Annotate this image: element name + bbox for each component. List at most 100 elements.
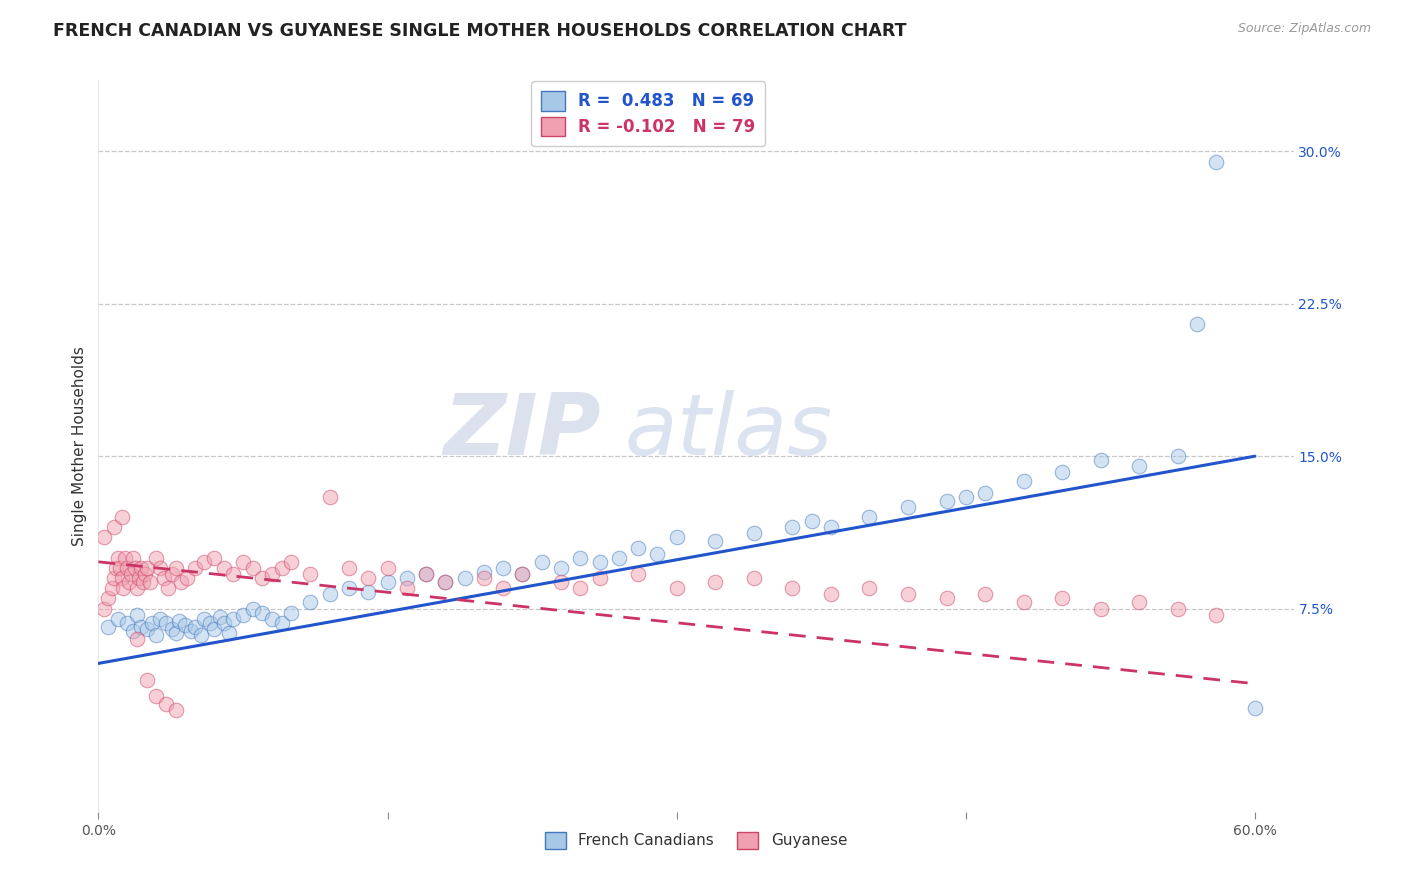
Point bbox=[742, 571, 765, 585]
Point bbox=[280, 555, 302, 569]
Point bbox=[117, 615, 139, 630]
Point bbox=[149, 612, 172, 626]
Point bbox=[415, 567, 437, 582]
Point bbox=[1205, 154, 1227, 169]
Point bbox=[1167, 601, 1189, 615]
Point bbox=[512, 567, 534, 582]
Point bbox=[125, 632, 148, 646]
Point bbox=[492, 561, 515, 575]
Point bbox=[395, 571, 418, 585]
Point bbox=[208, 609, 231, 624]
Point bbox=[184, 620, 207, 634]
Point bbox=[139, 575, 162, 590]
Text: ZIP: ZIP bbox=[443, 390, 600, 473]
Point bbox=[434, 575, 457, 590]
Point bbox=[112, 581, 135, 595]
Point bbox=[530, 555, 553, 569]
Point bbox=[252, 606, 274, 620]
Point bbox=[569, 581, 592, 595]
Point bbox=[820, 587, 842, 601]
Point bbox=[114, 550, 136, 565]
Point bbox=[242, 601, 264, 615]
Point bbox=[202, 622, 225, 636]
Point bbox=[550, 561, 572, 575]
Point bbox=[128, 571, 150, 585]
Point bbox=[434, 575, 457, 590]
Point bbox=[135, 673, 157, 687]
Point bbox=[395, 581, 418, 595]
Point bbox=[155, 697, 177, 711]
Point bbox=[299, 567, 322, 582]
Point bbox=[627, 541, 650, 555]
Point bbox=[742, 526, 765, 541]
Point bbox=[1205, 607, 1227, 622]
Point bbox=[153, 571, 176, 585]
Point bbox=[1128, 595, 1150, 609]
Legend: French Canadians, Guyanese: French Canadians, Guyanese bbox=[538, 825, 853, 855]
Point bbox=[588, 571, 610, 585]
Point bbox=[200, 615, 222, 630]
Point bbox=[135, 561, 157, 575]
Point bbox=[160, 567, 183, 582]
Point bbox=[357, 585, 380, 599]
Point bbox=[165, 626, 187, 640]
Point bbox=[174, 617, 197, 632]
Point bbox=[122, 624, 145, 638]
Point bbox=[156, 581, 179, 595]
Point bbox=[1012, 595, 1035, 609]
Text: atlas: atlas bbox=[624, 390, 832, 473]
Point bbox=[782, 581, 804, 595]
Point bbox=[569, 550, 592, 565]
Point bbox=[222, 612, 245, 626]
Point bbox=[337, 561, 360, 575]
Point bbox=[299, 595, 322, 609]
Point bbox=[607, 550, 630, 565]
Point bbox=[588, 555, 610, 569]
Point bbox=[170, 575, 193, 590]
Text: FRENCH CANADIAN VS GUYANESE SINGLE MOTHER HOUSEHOLDS CORRELATION CHART: FRENCH CANADIAN VS GUYANESE SINGLE MOTHE… bbox=[53, 22, 907, 40]
Point bbox=[232, 555, 254, 569]
Point bbox=[270, 615, 292, 630]
Point bbox=[820, 520, 842, 534]
Point bbox=[260, 567, 283, 582]
Point bbox=[184, 561, 207, 575]
Point bbox=[165, 703, 187, 717]
Point bbox=[1090, 453, 1112, 467]
Point bbox=[160, 622, 183, 636]
Point bbox=[134, 567, 156, 582]
Point bbox=[110, 571, 132, 585]
Point bbox=[103, 520, 125, 534]
Point bbox=[145, 628, 167, 642]
Point bbox=[1012, 474, 1035, 488]
Point bbox=[107, 612, 129, 626]
Point bbox=[145, 550, 167, 565]
Point bbox=[97, 620, 120, 634]
Point bbox=[212, 561, 235, 575]
Point bbox=[665, 530, 688, 544]
Point bbox=[800, 514, 823, 528]
Point bbox=[108, 561, 131, 575]
Point bbox=[124, 561, 146, 575]
Point bbox=[472, 565, 495, 579]
Point bbox=[974, 587, 997, 601]
Point bbox=[492, 581, 515, 595]
Point bbox=[782, 520, 804, 534]
Point bbox=[145, 689, 167, 703]
Point bbox=[897, 587, 920, 601]
Point bbox=[180, 624, 202, 638]
Point bbox=[512, 567, 534, 582]
Point bbox=[704, 534, 727, 549]
Point bbox=[118, 575, 141, 590]
Point bbox=[1185, 317, 1208, 331]
Point bbox=[260, 612, 283, 626]
Point bbox=[935, 494, 957, 508]
Point bbox=[110, 510, 132, 524]
Point bbox=[974, 485, 997, 500]
Point bbox=[122, 550, 145, 565]
Point bbox=[93, 530, 115, 544]
Point bbox=[647, 547, 669, 561]
Point bbox=[193, 612, 215, 626]
Point bbox=[104, 561, 127, 575]
Point bbox=[337, 581, 360, 595]
Point bbox=[415, 567, 437, 582]
